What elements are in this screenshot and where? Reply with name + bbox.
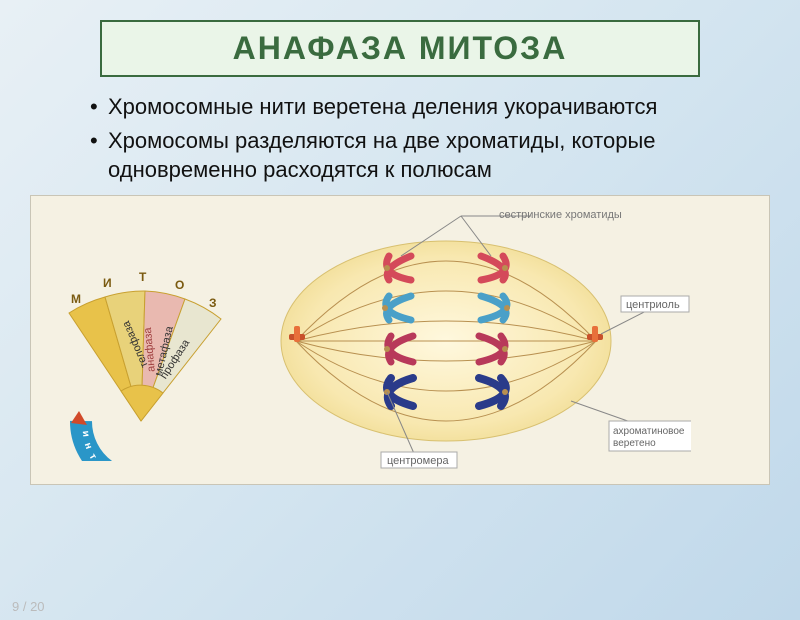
bullet-list: Хромосомные нити веретена деления укорач…	[90, 92, 740, 185]
slide-number: 9 / 20	[12, 599, 45, 614]
svg-text:З: З	[209, 296, 217, 310]
svg-text:И: И	[103, 276, 112, 290]
mitosis-cycle-fan: и н т е р ф а з а профаза метафаза анафа…	[41, 251, 251, 461]
svg-text:М: М	[71, 292, 81, 306]
svg-text:О: О	[175, 278, 184, 292]
bullet-item: Хромосомы разделяются на две хроматиды, …	[90, 126, 740, 185]
svg-text:веретено: веретено	[613, 438, 656, 449]
svg-text:ахроматиновое: ахроматиновое	[613, 426, 685, 437]
anaphase-cell-diagram: сестринские хроматиды центриоль ахромати…	[261, 206, 691, 476]
label-centriole: центриоль	[626, 299, 680, 311]
slide-title: АНАФАЗА МИТОЗА	[110, 30, 690, 67]
diagram-panel: и н т е р ф а з а профаза метафаза анафа…	[30, 195, 770, 485]
label-centromere: центромера	[387, 455, 449, 467]
bullet-item: Хромосомные нити веретена деления укорач…	[90, 92, 740, 122]
svg-text:Т: Т	[139, 270, 147, 284]
title-box: АНАФАЗА МИТОЗА	[100, 20, 700, 77]
label-sister-chromatids: сестринские хроматиды	[499, 209, 622, 221]
